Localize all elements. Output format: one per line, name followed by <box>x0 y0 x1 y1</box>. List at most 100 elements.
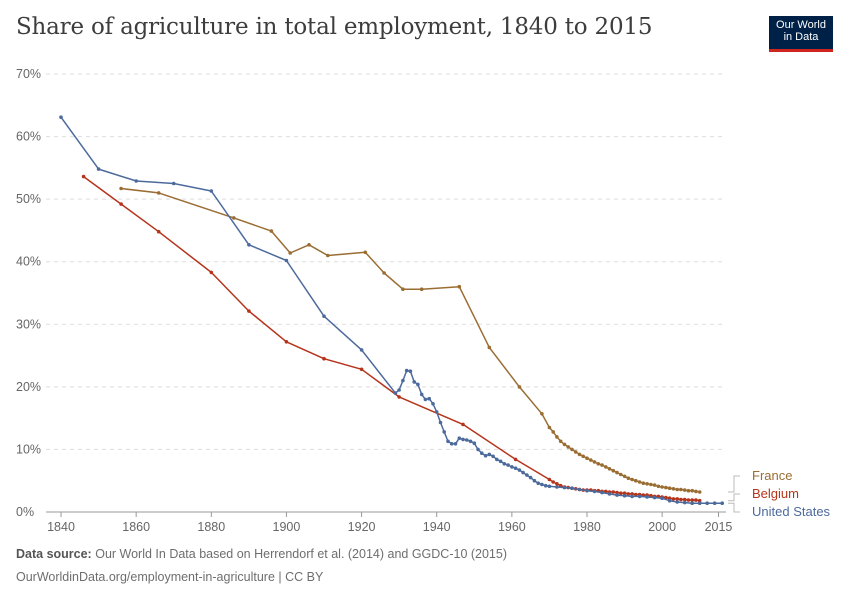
data-point <box>487 345 492 350</box>
data-point <box>427 396 432 401</box>
data-point <box>562 485 567 490</box>
data-point <box>284 258 289 263</box>
data-point <box>476 447 480 452</box>
data-point <box>634 492 638 497</box>
data-point <box>637 480 642 484</box>
url-license[interactable]: OurWorldinData.org/employment-in-agricul… <box>16 570 324 584</box>
data-point <box>652 483 657 487</box>
data-point <box>667 496 672 501</box>
data-point <box>607 467 612 471</box>
data-point <box>615 470 619 475</box>
data-point <box>472 441 477 446</box>
data-point <box>461 437 465 442</box>
data-point <box>577 487 582 492</box>
data-point <box>720 501 724 506</box>
data-point <box>465 438 469 442</box>
series-lines <box>59 115 724 506</box>
legend-label-united-states: United States <box>752 504 831 519</box>
data-point <box>630 494 634 499</box>
data-point <box>81 174 86 179</box>
data-point <box>382 271 386 275</box>
data-point <box>363 250 368 255</box>
data-point <box>543 483 548 488</box>
data-point <box>480 451 484 456</box>
y-tick-label: 40% <box>16 255 41 269</box>
legend-label-belgium: Belgium <box>752 486 799 501</box>
data-point <box>434 410 439 414</box>
data-point <box>423 397 428 402</box>
x-tick-label: 1840 <box>47 520 75 534</box>
source-text: Our World In Data based on Herrendorf et… <box>95 547 507 561</box>
data-point <box>660 485 664 489</box>
data-point <box>408 369 413 374</box>
data-point <box>483 453 488 458</box>
data-point <box>247 243 251 247</box>
data-point <box>510 465 514 469</box>
data-point <box>468 439 473 444</box>
owid-logo[interactable]: Our World in Data <box>769 16 833 52</box>
data-point <box>442 430 447 434</box>
data-point <box>495 457 499 462</box>
data-point <box>622 491 627 496</box>
data-point <box>592 489 597 494</box>
data-point <box>585 488 589 493</box>
x-tick-label: 1860 <box>122 520 150 534</box>
logo-line-2: in Data <box>783 31 819 43</box>
data-point <box>96 167 101 171</box>
data-point <box>705 501 709 506</box>
y-tick-label: 70% <box>16 67 41 81</box>
data-point <box>712 501 717 506</box>
data-point <box>532 478 537 483</box>
data-point <box>570 447 574 452</box>
data-point <box>547 425 552 430</box>
data-point <box>536 481 540 486</box>
gridlines <box>46 73 726 450</box>
data-point <box>404 368 409 373</box>
data-point <box>401 378 405 383</box>
data-point <box>675 497 679 501</box>
data-point <box>449 442 454 446</box>
data-point <box>679 497 683 502</box>
data-point <box>547 477 552 482</box>
data-point <box>209 270 214 275</box>
data-point <box>551 480 555 484</box>
data-point <box>619 472 623 477</box>
data-point <box>697 490 702 494</box>
data-point <box>412 380 417 384</box>
data-point <box>611 468 616 473</box>
data-point <box>652 495 657 500</box>
data-point <box>326 253 330 258</box>
data-point <box>615 490 619 495</box>
data-point <box>607 492 612 496</box>
data-point <box>667 486 672 491</box>
data-point <box>697 498 702 503</box>
data-point <box>525 473 529 477</box>
data-point <box>453 442 458 446</box>
data-point <box>637 494 642 499</box>
data-point <box>401 287 405 292</box>
data-point <box>634 478 638 483</box>
data-point <box>577 452 582 457</box>
data-point <box>359 367 364 372</box>
data-point <box>630 477 634 482</box>
logo-line-1: Our World <box>776 19 826 31</box>
data-point <box>547 484 552 489</box>
data-point <box>675 487 679 492</box>
data-point <box>457 436 462 441</box>
x-tick-label: 1940 <box>423 520 451 534</box>
data-point <box>269 229 274 233</box>
data-point <box>600 490 604 495</box>
data-point <box>589 458 593 462</box>
data-point <box>555 485 559 489</box>
x-tick-label: 2000 <box>648 520 676 534</box>
data-point <box>694 489 698 494</box>
y-tick-label: 50% <box>16 192 41 206</box>
legend-leader-line <box>728 475 740 493</box>
data-point <box>641 481 646 486</box>
data-point <box>573 450 578 454</box>
data-point <box>393 391 398 395</box>
data-point <box>461 422 465 427</box>
y-tick-label: 10% <box>16 442 41 456</box>
data-point <box>156 191 161 195</box>
data-point <box>682 497 687 502</box>
